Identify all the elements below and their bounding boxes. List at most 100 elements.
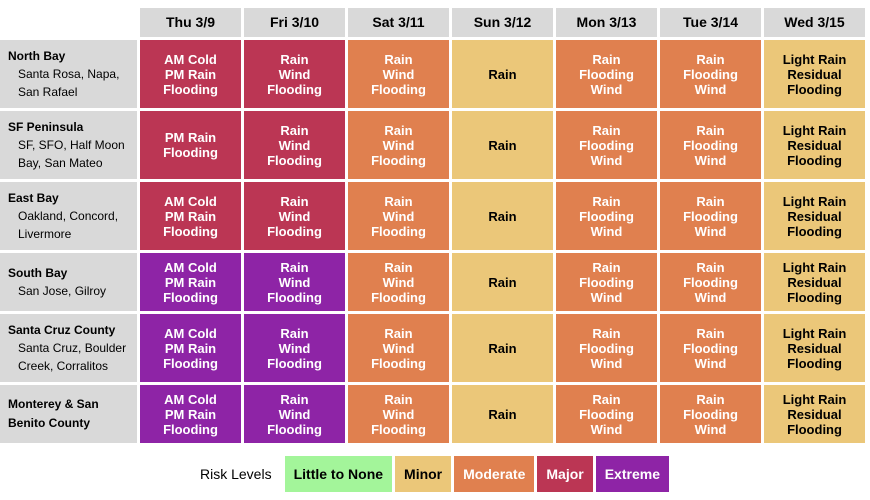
risk-cell-moderate: Rain Flooding Wind — [556, 314, 657, 382]
risk-text: Rain — [384, 122, 413, 138]
risk-text: Light Rain — [782, 325, 847, 341]
risk-cell-minor: Light Rain Residual Flooding — [764, 40, 865, 108]
region-label: South Bay San Jose, Gilroy — [0, 253, 137, 311]
risk-text: Rain — [280, 122, 309, 138]
risk-text: Residual — [787, 137, 842, 153]
region-cities: Creek, Corralitos — [18, 358, 109, 373]
risk-cell-major: PM Rain Flooding — [140, 111, 241, 179]
risk-cell-moderate: Rain Flooding Wind — [556, 385, 657, 443]
forecast-risk-table: Thu 3/9 Fri 3/10 Sat 3/11 Sun 3/12 Mon 3… — [0, 8, 865, 443]
risk-text: Flooding — [683, 137, 738, 153]
risk-text: Flooding — [163, 223, 218, 239]
region-label: SF Peninsula SF, SFO, Half Moon Bay, San M… — [0, 111, 137, 179]
risk-text: Flooding — [163, 421, 218, 437]
risk-text: Wind — [694, 421, 727, 437]
risk-text: Rain — [280, 193, 309, 209]
risk-text: Light Rain — [782, 259, 847, 275]
risk-text: Rain — [592, 193, 621, 209]
day-header: Fri 3/10 — [244, 8, 345, 37]
risk-cell-minor: Light Rain Residual Flooding — [764, 314, 865, 382]
risk-cell-minor: Rain — [452, 182, 553, 250]
risk-text: Flooding — [579, 406, 634, 422]
risk-cell-moderate: Rain Wind Flooding — [348, 40, 449, 108]
risk-text: Rain — [280, 259, 309, 275]
region-cities: Bay, San Mateo — [18, 155, 103, 170]
risk-text: Rain — [280, 391, 309, 407]
risk-cell-moderate: Rain Wind Flooding — [348, 385, 449, 443]
risk-cell-extreme: Rain Wind Flooding — [244, 253, 345, 311]
risk-text: AM Cold — [164, 325, 217, 341]
risk-text: Wind — [278, 137, 311, 153]
risk-text: Wind — [590, 81, 623, 97]
risk-text: Flooding — [579, 340, 634, 356]
risk-text: Rain — [384, 391, 413, 407]
risk-cell-minor: Light Rain Residual Flooding — [764, 253, 865, 311]
region-name: East Bay — [8, 190, 59, 205]
region-cities: Santa Cruz, Boulder — [18, 340, 127, 355]
risk-cell-moderate: Rain Wind Flooding — [348, 182, 449, 250]
risk-text: PM Rain — [164, 340, 217, 356]
risk-text: Rain — [696, 122, 725, 138]
risk-text: Wind — [590, 355, 623, 371]
risk-cell-moderate: Rain Flooding Wind — [660, 253, 761, 311]
legend-major: Major — [537, 456, 593, 492]
risk-cell-extreme: Rain Wind Flooding — [244, 314, 345, 382]
risk-text: Residual — [787, 274, 842, 290]
risk-text: Flooding — [163, 289, 218, 305]
risk-cell-major: AM Cold PM Rain Flooding — [140, 40, 241, 108]
risk-cell-moderate: Rain Flooding Wind — [660, 182, 761, 250]
region-name: SF Peninsula — [8, 119, 84, 134]
region-name: Santa Cruz County — [8, 322, 116, 337]
risk-text: PM Rain — [164, 130, 217, 145]
risk-text: Rain — [280, 325, 309, 341]
risk-text: Wind — [278, 66, 311, 82]
region-label: Monterey & San Benito County — [0, 385, 137, 443]
risk-text: Residual — [787, 66, 842, 82]
risk-text: Flooding — [267, 223, 322, 239]
day-header: Sat 3/11 — [348, 8, 449, 37]
region-name: Monterey & San Benito County — [8, 397, 99, 430]
risk-text: Wind — [382, 340, 415, 356]
region-name: North Bay — [8, 48, 66, 63]
risk-text: Flooding — [787, 289, 842, 305]
risk-cell-minor: Rain — [452, 111, 553, 179]
risk-text: Wind — [278, 208, 311, 224]
region-cities: Santa Rosa, Napa, — [18, 66, 120, 81]
risk-text: Flooding — [371, 152, 426, 168]
risk-text: Rain — [592, 259, 621, 275]
risk-text: Flooding — [579, 274, 634, 290]
risk-text: Wind — [694, 81, 727, 97]
risk-text: Wind — [590, 289, 623, 305]
risk-text: AM Cold — [164, 51, 217, 67]
risk-text: Flooding — [163, 81, 218, 97]
legend-title: Risk Levels — [200, 466, 272, 482]
risk-text: Flooding — [267, 289, 322, 305]
risk-text: Wind — [278, 340, 311, 356]
risk-text: Flooding — [163, 145, 218, 160]
risk-cell-moderate: Rain Flooding Wind — [660, 111, 761, 179]
risk-text: Light Rain — [782, 391, 847, 407]
risk-text: Light Rain — [782, 122, 847, 138]
risk-text: Rain — [384, 259, 413, 275]
day-header: Sun 3/12 — [452, 8, 553, 37]
risk-legend: Risk Levels Little to None Minor Moderate M… — [200, 456, 669, 492]
day-header: Tue 3/14 — [660, 8, 761, 37]
risk-text: Rain — [696, 259, 725, 275]
risk-text: Wind — [694, 355, 727, 371]
risk-cell-extreme: AM Cold PM Rain Flooding — [140, 314, 241, 382]
table-corner — [0, 8, 137, 37]
risk-text: Flooding — [787, 223, 842, 239]
risk-text: Rain — [384, 193, 413, 209]
risk-text: Flooding — [267, 152, 322, 168]
region-label: North Bay Santa Rosa, Napa, San Rafael — [0, 40, 137, 108]
region-label: Santa Cruz County Santa Cruz, Boulder Cree… — [0, 314, 137, 382]
risk-cell-major: AM Cold PM Rain Flooding — [140, 182, 241, 250]
risk-text: Wind — [382, 66, 415, 82]
risk-text: Flooding — [371, 355, 426, 371]
risk-cell-major: Rain Wind Flooding — [244, 40, 345, 108]
risk-text: Rain — [488, 406, 517, 422]
risk-text: Flooding — [371, 289, 426, 305]
legend-little: Little to None — [284, 456, 393, 492]
legend-extreme: Extreme — [595, 456, 669, 492]
risk-cell-moderate: Rain Wind Flooding — [348, 111, 449, 179]
